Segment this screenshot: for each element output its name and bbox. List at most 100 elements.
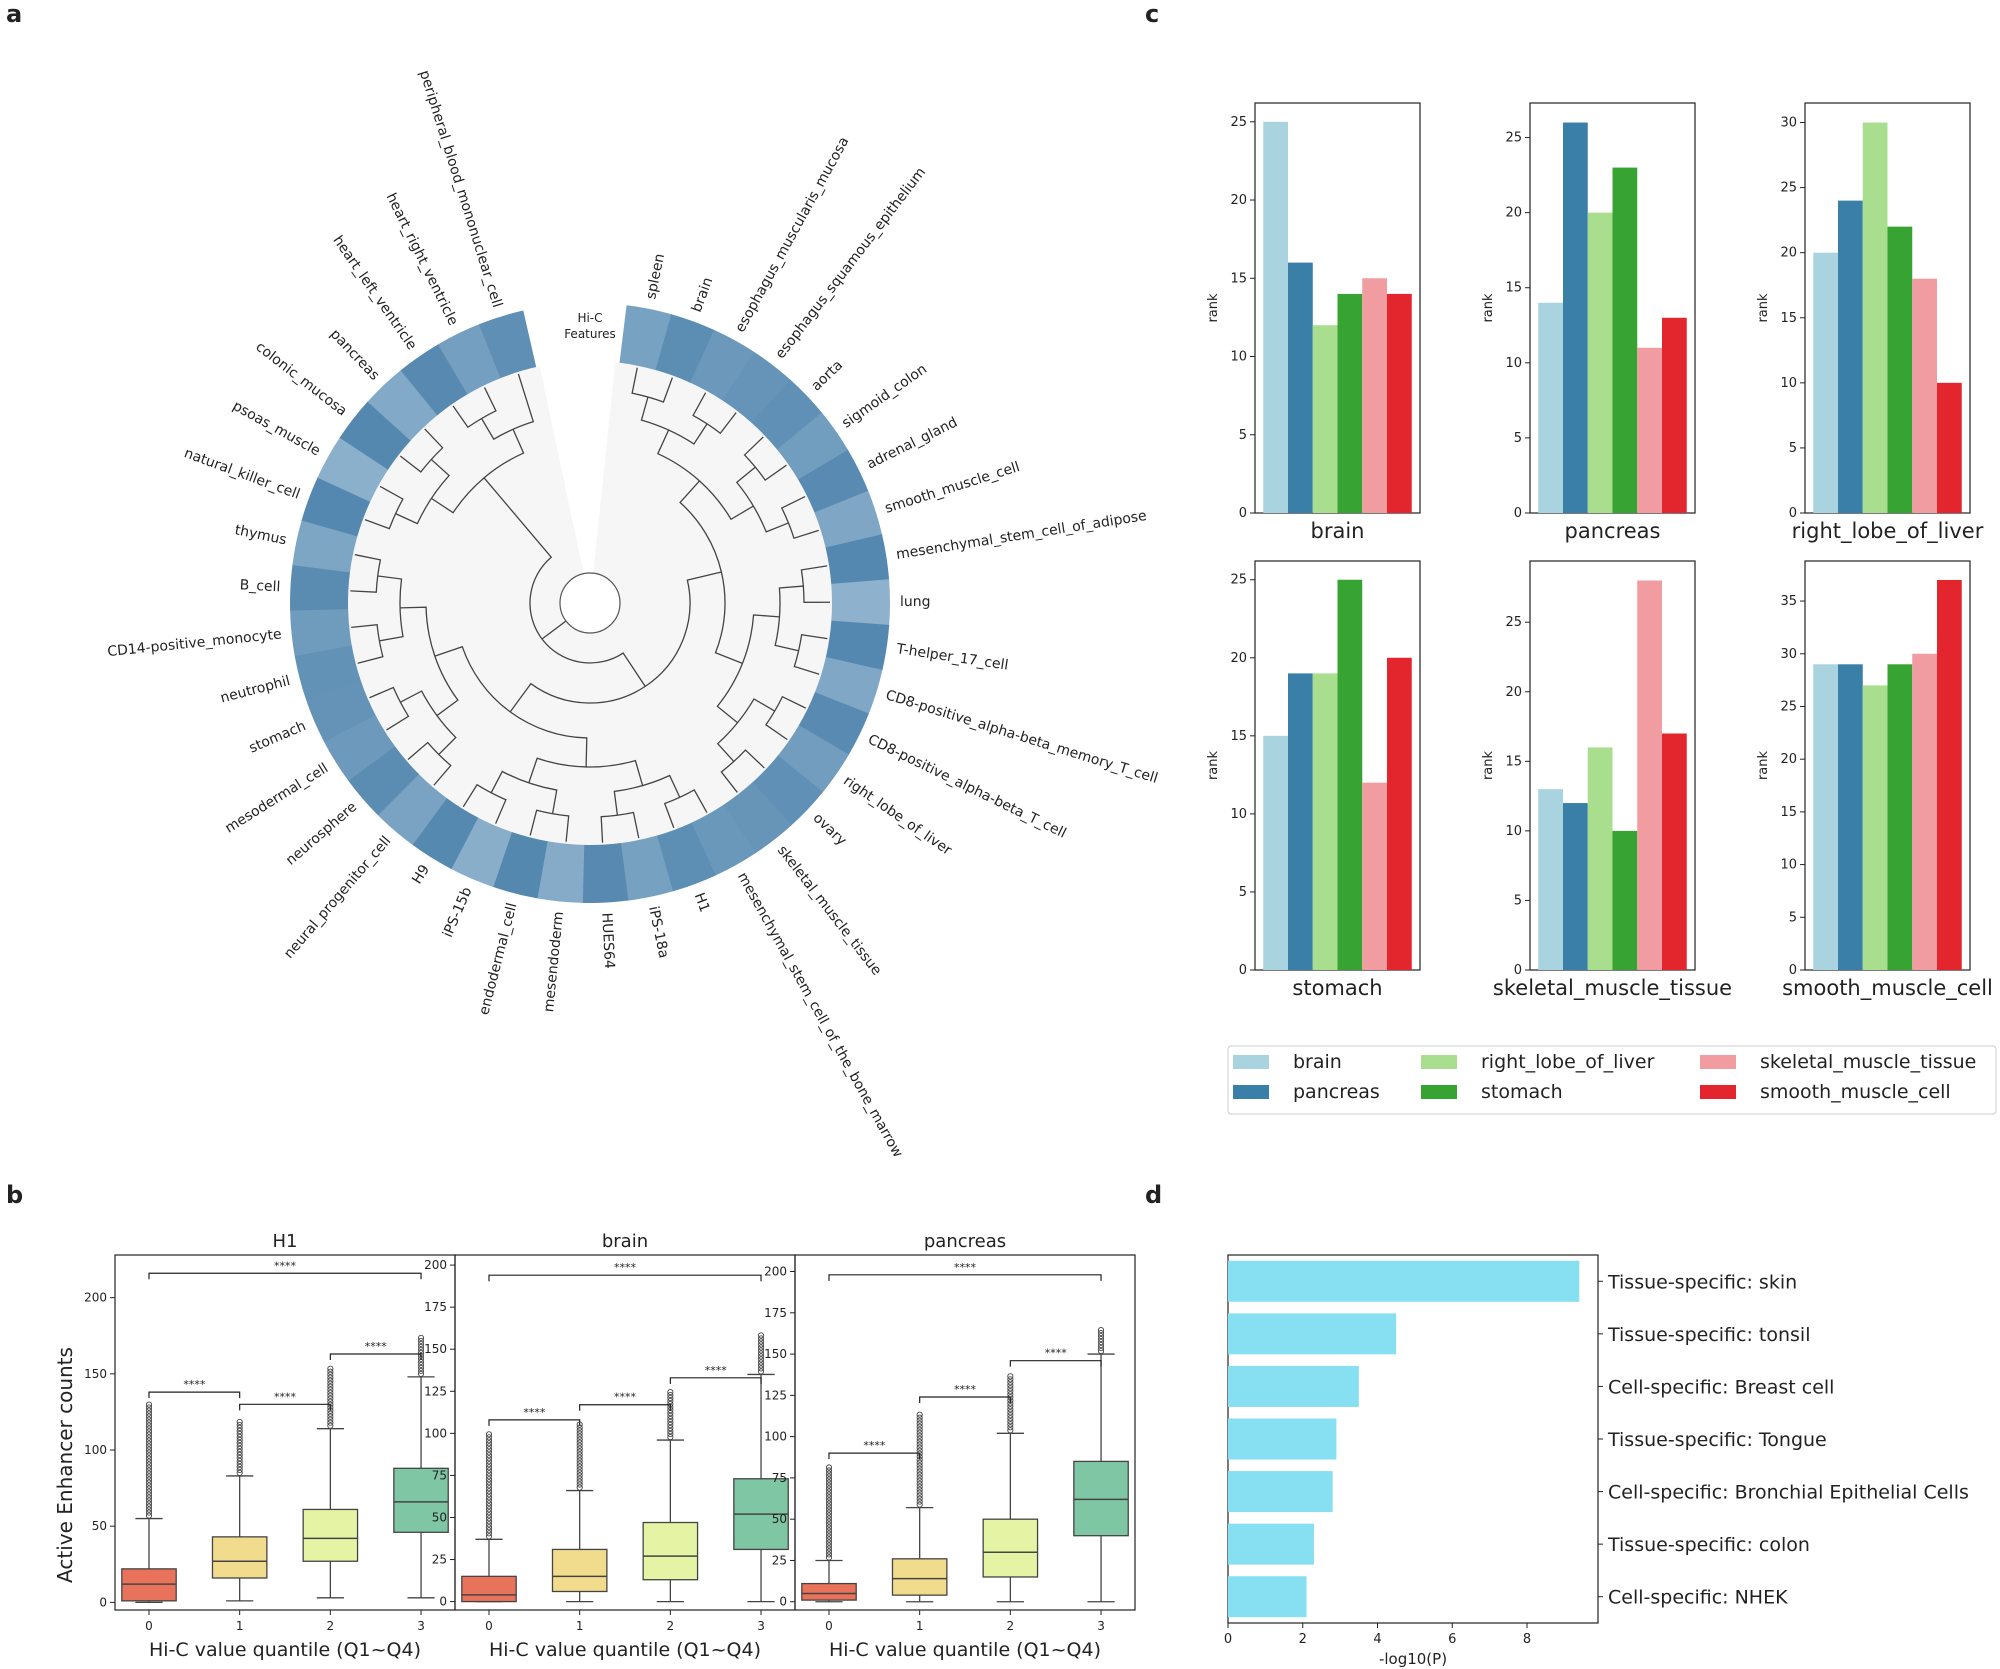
bar-right_lobe_of_liver — [1862, 685, 1888, 970]
y-tick-label: 150 — [84, 1367, 107, 1381]
outlier — [916, 1417, 923, 1424]
significance-bracket — [148, 1272, 422, 1280]
y-tick-label: 125 — [424, 1384, 447, 1398]
dendrogram-link — [364, 485, 404, 530]
category-label: Cell-specific: Bronchial Epithelial Cell… — [1608, 1482, 1969, 1504]
outlier — [236, 1430, 243, 1437]
legend-swatch — [1233, 1085, 1269, 1099]
outlier — [145, 1506, 153, 1513]
dendrogram-link — [350, 554, 382, 593]
bar-stomach — [1887, 226, 1913, 513]
y-tick-label: 15 — [1505, 754, 1522, 769]
outlier — [1007, 1412, 1014, 1419]
outlier — [145, 1407, 153, 1414]
outlier — [576, 1466, 583, 1473]
y-tick-label: 25 — [1780, 181, 1797, 196]
leaf-label: pancreas — [327, 326, 383, 383]
tree-center — [559, 572, 621, 634]
subplot-title: H1 — [273, 1231, 298, 1252]
significance-label: **** — [863, 1439, 886, 1452]
heat-cell — [377, 773, 447, 845]
heat-cell — [582, 843, 629, 903]
outlier — [916, 1492, 923, 1499]
outlier — [916, 1438, 923, 1445]
dendrogram-root — [541, 620, 567, 640]
leaf-label: brain — [689, 275, 716, 314]
outlier — [417, 1367, 425, 1374]
significance-bracket — [488, 1419, 581, 1426]
outlier — [236, 1427, 243, 1434]
y-tick-label: 100 — [84, 1443, 107, 1457]
bar-stomach — [1612, 830, 1638, 970]
outlier — [485, 1503, 493, 1510]
rank-chart-brain: 0 5 10 15 20 25 rank brain — [1206, 102, 1421, 543]
outlier — [825, 1485, 833, 1492]
leaf-label: CD14-positive_monocyte — [107, 626, 283, 660]
heat-cell — [825, 534, 890, 585]
outlier — [916, 1420, 923, 1427]
bar-right_lobe_of_liver — [1862, 122, 1888, 514]
y-tick-label: 5 — [1239, 428, 1247, 443]
outlier — [757, 1335, 765, 1342]
leaf-label: H1 — [691, 891, 713, 915]
y-tick-label: 20 — [1505, 206, 1522, 221]
outlier — [916, 1498, 923, 1505]
outlier — [916, 1426, 923, 1433]
dendrogram-link — [800, 565, 831, 603]
rank-chart-skeletal_muscle_tissue: 0 5 10 15 20 25 rank skeletal_muscle_tissue — [1481, 560, 1732, 1001]
outlier — [236, 1451, 243, 1458]
outlier — [145, 1401, 153, 1408]
significance-label: **** — [705, 1364, 728, 1377]
heat-cell — [290, 608, 352, 657]
outlier — [825, 1542, 833, 1549]
outlier — [916, 1471, 923, 1478]
enrichment-bar — [1228, 1313, 1397, 1355]
outlier — [1007, 1415, 1014, 1422]
outlier — [825, 1488, 833, 1495]
x-tick-label: 3 — [1097, 1619, 1105, 1633]
y-tick-label: 50 — [432, 1510, 447, 1524]
outlier — [757, 1347, 765, 1354]
outlier — [417, 1346, 425, 1353]
outlier — [576, 1481, 583, 1488]
outlier — [916, 1465, 923, 1472]
outlier — [485, 1452, 493, 1459]
legend-swatch — [1421, 1055, 1457, 1069]
enrichment-xlabel: -log10(P) — [1379, 1650, 1447, 1668]
heat-cell — [620, 835, 674, 901]
heat-cell — [317, 437, 389, 502]
heat-cell — [347, 745, 420, 816]
heat-cell — [752, 755, 823, 826]
y-tick-label: 75 — [772, 1471, 787, 1485]
dendrogram-link — [351, 623, 384, 664]
outlier — [485, 1491, 493, 1498]
outlier — [485, 1446, 493, 1453]
legend-frame — [1227, 1045, 1997, 1115]
outlier — [145, 1434, 153, 1441]
outlier — [825, 1464, 833, 1471]
outlier — [236, 1445, 243, 1452]
outlier — [825, 1473, 833, 1480]
panel-label-b: b — [6, 1181, 23, 1209]
bar-stomach — [1612, 167, 1638, 514]
x-tick-label: 8 — [1523, 1632, 1531, 1647]
y-tick-label: 125 — [764, 1388, 787, 1402]
bar-brain — [1263, 121, 1288, 513]
heat-cell — [450, 817, 513, 888]
leaf-label: psoas_muscle — [230, 398, 323, 459]
bar-pancreas — [1563, 803, 1588, 970]
outlier — [485, 1497, 493, 1504]
y-tick-label: 15 — [1230, 271, 1247, 286]
outlier — [667, 1389, 674, 1396]
outlier — [236, 1463, 243, 1470]
outlier — [485, 1509, 493, 1516]
outlier — [916, 1459, 923, 1466]
category-label: Tissue-specific: skin — [1607, 1271, 1797, 1293]
outlier — [576, 1463, 583, 1470]
bar-skeletal_muscle_tissue — [1362, 782, 1387, 970]
outlier — [825, 1515, 833, 1522]
outlier — [1007, 1424, 1014, 1431]
leaf-label: iPS-15b — [440, 885, 476, 940]
outlier — [825, 1506, 833, 1513]
outlier — [236, 1424, 243, 1431]
